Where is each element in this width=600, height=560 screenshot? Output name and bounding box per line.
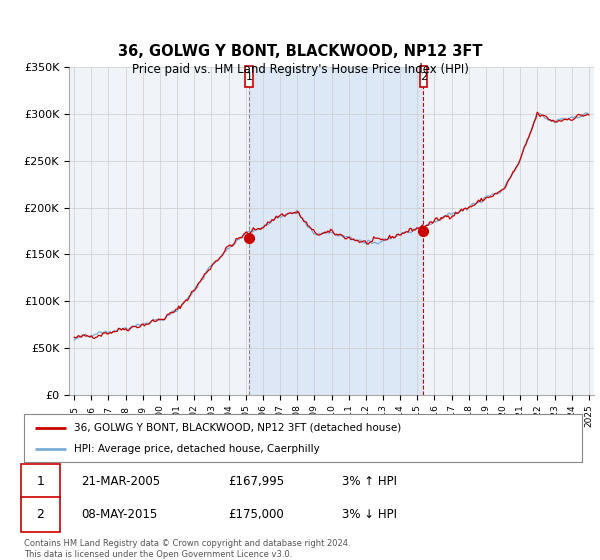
FancyBboxPatch shape: [245, 66, 253, 87]
Text: 36, GOLWG Y BONT, BLACKWOOD, NP12 3FT: 36, GOLWG Y BONT, BLACKWOOD, NP12 3FT: [118, 44, 482, 59]
Text: £175,000: £175,000: [228, 508, 284, 521]
Text: Price paid vs. HM Land Registry's House Price Index (HPI): Price paid vs. HM Land Registry's House …: [131, 63, 469, 76]
Text: 36, GOLWG Y BONT, BLACKWOOD, NP12 3FT (detached house): 36, GOLWG Y BONT, BLACKWOOD, NP12 3FT (d…: [74, 423, 401, 433]
FancyBboxPatch shape: [419, 66, 427, 87]
Bar: [249, 67, 423, 395]
Text: £167,995: £167,995: [228, 474, 284, 488]
Text: 2: 2: [37, 508, 44, 521]
Text: 21-MAR-2005: 21-MAR-2005: [81, 474, 160, 488]
Text: 3% ↓ HPI: 3% ↓ HPI: [342, 508, 397, 521]
Text: Contains HM Land Registry data © Crown copyright and database right 2024.
This d: Contains HM Land Registry data © Crown c…: [24, 539, 350, 559]
Text: 3% ↑ HPI: 3% ↑ HPI: [342, 474, 397, 488]
Text: 08-MAY-2015: 08-MAY-2015: [81, 508, 157, 521]
Text: 2: 2: [420, 72, 427, 82]
Text: 1: 1: [245, 72, 253, 82]
Text: 1: 1: [37, 474, 44, 488]
Text: HPI: Average price, detached house, Caerphilly: HPI: Average price, detached house, Caer…: [74, 444, 320, 454]
